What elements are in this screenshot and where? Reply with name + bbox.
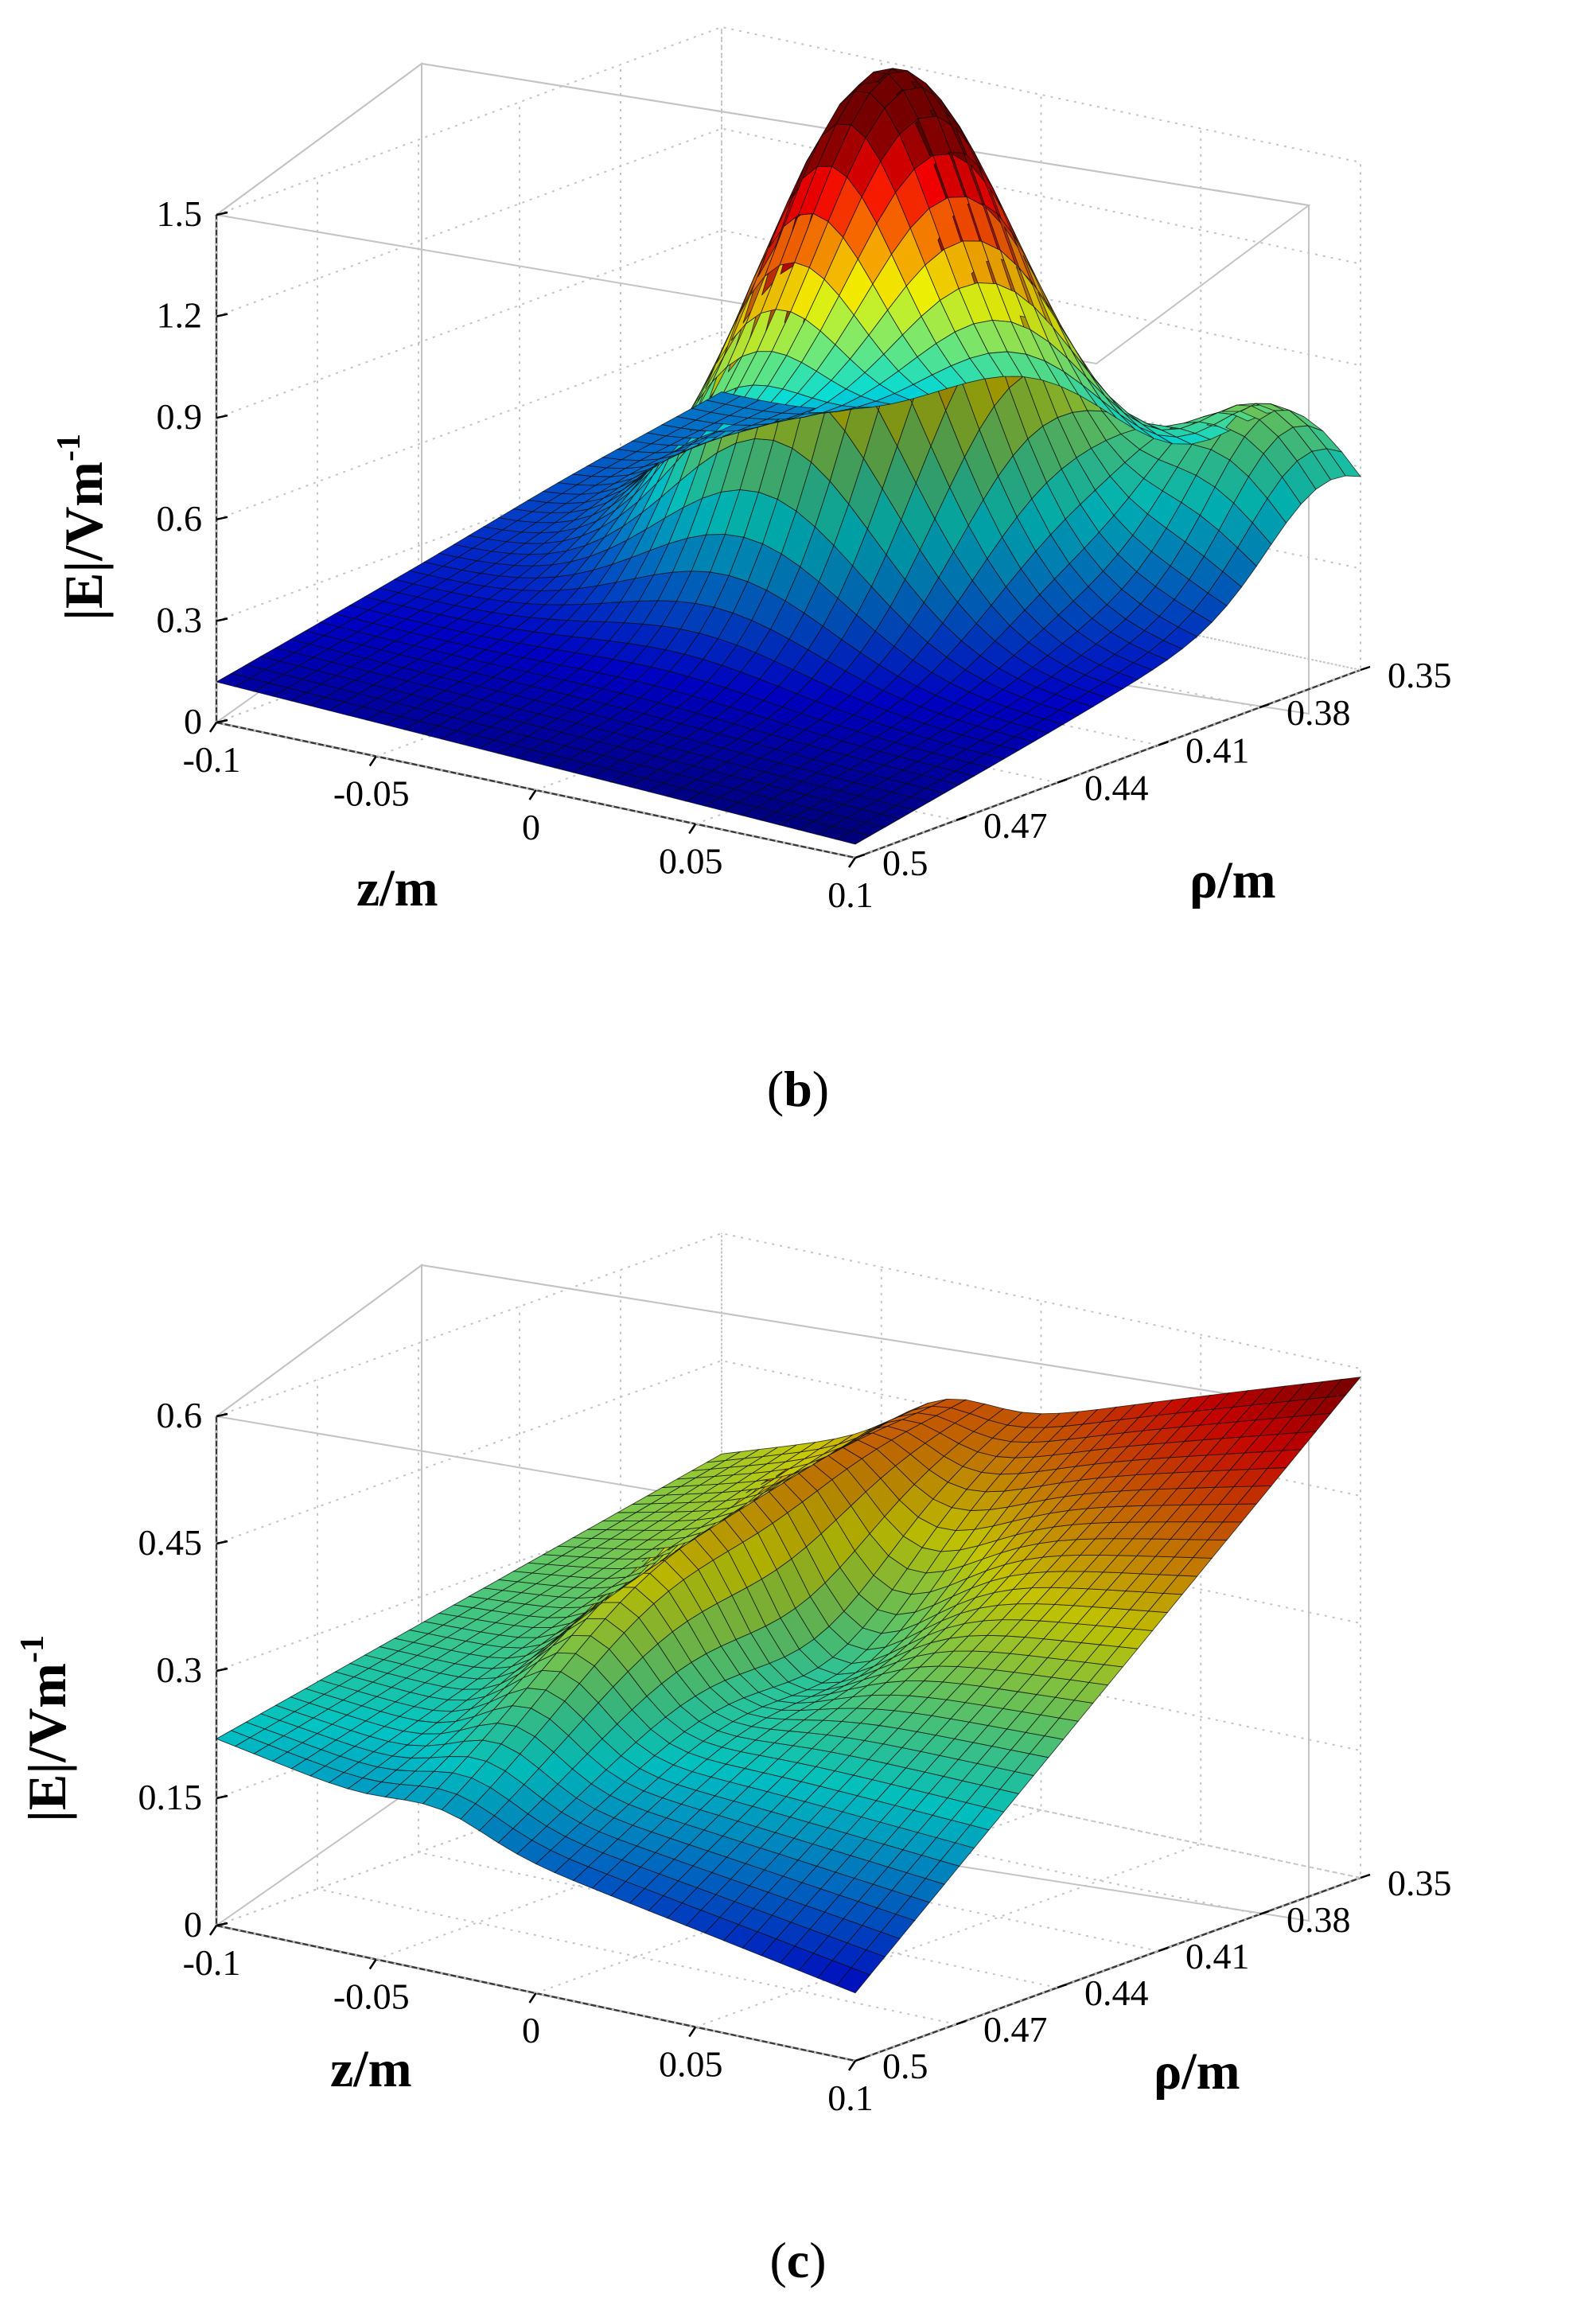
y-tick (1057, 778, 1068, 784)
z-tick-label: 1.2 (157, 295, 203, 336)
y-tick (1259, 1910, 1270, 1916)
x-tick-label: -0.05 (333, 1976, 410, 2017)
chart-panel-c: 0 0.15 0.3 0.45 0.6 -0.1 -0.05 0 0.05 0.1 0.35 0.38… (14, 1232, 1452, 2288)
x-tick-label: 0.1 (827, 874, 874, 915)
z-tick-label: 0.15 (138, 1777, 203, 1817)
z-tick (216, 1667, 228, 1673)
z-tick-label: 0.9 (157, 396, 203, 437)
x-gridline (695, 128, 1202, 825)
y-tick (1360, 665, 1371, 672)
y-tick (956, 2019, 967, 2026)
axis-ticks-c: 0 0.15 0.3 0.45 0.6 -0.1 -0.05 0 0.05 0.1 0.35 0.38… (138, 1395, 1452, 2118)
z-tick-label: 0.6 (157, 498, 203, 539)
z-gridline (216, 1614, 1361, 1799)
z-tick (216, 516, 228, 521)
z-tick-label: 0 (184, 1904, 202, 1945)
x-tick (528, 1992, 537, 2004)
panel-caption-c: (c) (769, 2232, 826, 2288)
x-tick (368, 1958, 377, 1970)
x-tick (208, 1925, 218, 1936)
z-tick (216, 313, 228, 317)
z-tick (216, 617, 228, 622)
z-gridline (216, 1232, 1361, 1417)
z-tick-label: 0.3 (157, 599, 203, 640)
z-tick-label: 0.6 (157, 1395, 203, 1435)
y-tick (1360, 1873, 1371, 1879)
z-tick (216, 1412, 228, 1418)
x-tick (847, 857, 857, 868)
x-tick-label: -0.1 (183, 739, 241, 780)
y-tick-label: 0.44 (1084, 768, 1149, 808)
surface-patch (1325, 448, 1361, 477)
x-gridline (216, 1233, 722, 1926)
x-gridline (854, 1369, 1361, 2062)
z-tick (216, 1922, 228, 1927)
y-tick-label: 0.5 (882, 843, 928, 883)
y-gridline (317, 1380, 957, 2025)
z-tick-label: 1.5 (157, 193, 203, 234)
y-tick-label: 0.41 (1185, 730, 1250, 770)
z-tick-label: 0.45 (138, 1522, 203, 1563)
surface-patch (1325, 1377, 1362, 1398)
y-tick (956, 816, 967, 821)
z-tick (216, 414, 228, 419)
x-tick (208, 722, 218, 733)
y-tick-label: 0.47 (983, 2009, 1048, 2050)
x-tick-label: -0.1 (183, 1942, 241, 1983)
axis-ticks-b: 0 0.3 0.6 0.9 1.2 1.5 -0.1 -0.05 0 0.05 0.1 0.35 0.3… (157, 193, 1452, 915)
x-tick (688, 2026, 697, 2038)
x-tick-label: 0.1 (827, 2078, 874, 2118)
x-axis-label-b: z/m (356, 859, 438, 917)
y-tick (1158, 741, 1169, 746)
y-tick (854, 2056, 866, 2062)
z-axis-label-c: |E|/Vm-1 (14, 1635, 77, 1822)
z-tick (216, 1794, 228, 1800)
z-gridline (216, 1741, 1361, 1926)
z-tick-label: 0 (184, 701, 202, 742)
z-tick (216, 1540, 228, 1545)
z-axis-label-b: |E|/Vm-1 (51, 434, 114, 621)
x-tick (847, 2060, 857, 2071)
y-tick (1158, 1946, 1169, 1953)
x-gridline (854, 162, 1361, 859)
z-tick (216, 718, 228, 724)
x-tick-label: 0 (522, 807, 540, 847)
y-tick (1259, 703, 1270, 709)
y-axis-label-c: ρ/m (1154, 2043, 1240, 2101)
x-tick-label: 0.05 (659, 2044, 723, 2085)
x-tick (528, 789, 537, 800)
y-tick-label: 0.35 (1388, 655, 1452, 695)
y-gridline (418, 1343, 1058, 1988)
y-tick-label: 0.35 (1388, 1863, 1452, 1903)
y-tick (1057, 1983, 1068, 1989)
z-tick-label: 0.3 (157, 1649, 203, 1690)
x-tick-label: 0.05 (659, 841, 723, 882)
y-tick-label: 0.44 (1084, 1972, 1149, 2013)
chart-panel-b: 0 0.3 0.6 0.9 1.2 1.5 -0.1 -0.05 0 0.05 0.1 0.35 0.3… (51, 25, 1452, 1117)
surface-plot-c (215, 1377, 1362, 1994)
x-gridline (216, 27, 722, 723)
x-tick-label: 0 (522, 2010, 540, 2050)
y-tick (854, 853, 866, 859)
panel-caption-b: (b) (767, 1061, 829, 1117)
y-tick-label: 0.5 (882, 2046, 928, 2086)
x-tick-label: -0.05 (333, 773, 410, 814)
y-axis-label-b: ρ/m (1189, 851, 1276, 909)
y-tick-label: 0.41 (1185, 1936, 1250, 1976)
y-tick-label: 0.38 (1287, 1899, 1351, 1940)
x-gridline (535, 95, 1042, 791)
x-axis-label-c: z/m (330, 2040, 412, 2098)
y-tick-label: 0.47 (983, 805, 1048, 846)
x-tick (368, 755, 377, 767)
surface-plot-b (215, 68, 1361, 845)
y-tick-label: 0.38 (1287, 692, 1351, 733)
z-tick (216, 211, 228, 216)
x-tick (688, 823, 697, 835)
